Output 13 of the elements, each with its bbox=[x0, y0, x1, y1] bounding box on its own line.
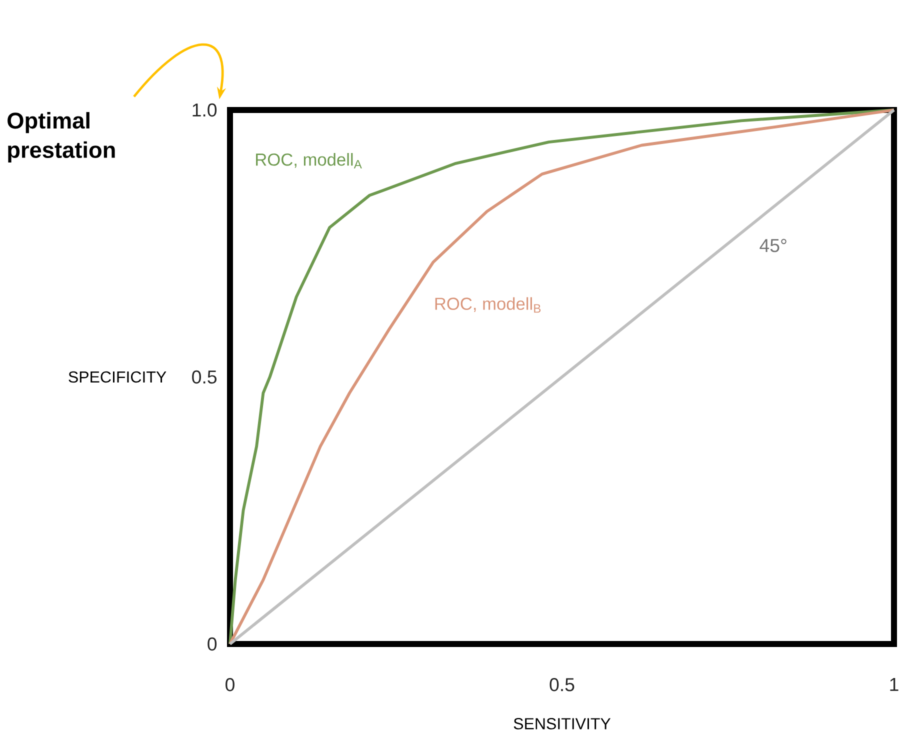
y-tick-label: 1.0 bbox=[192, 103, 217, 117]
x-axis-title: SENSITIVITY bbox=[514, 718, 611, 730]
y-tick-label: 0.5 bbox=[192, 370, 217, 384]
line-series bbox=[228, 108, 896, 646]
x-tick-label: 0.5 bbox=[550, 678, 574, 692]
y-axis-title: SPECIFICITY bbox=[68, 371, 166, 383]
text: Optimal prestation bbox=[8, 112, 115, 162]
x-tick-label: 0 bbox=[226, 678, 234, 692]
series-label: ROC, modell$_{A}$ bbox=[256, 153, 362, 168]
y-tick-label: 0 bbox=[208, 637, 217, 651]
annotation: 45° bbox=[760, 238, 786, 252]
x-tick-label: 1 bbox=[890, 678, 898, 691]
series-label: ROC, modell$_{B}$ bbox=[435, 297, 541, 313]
